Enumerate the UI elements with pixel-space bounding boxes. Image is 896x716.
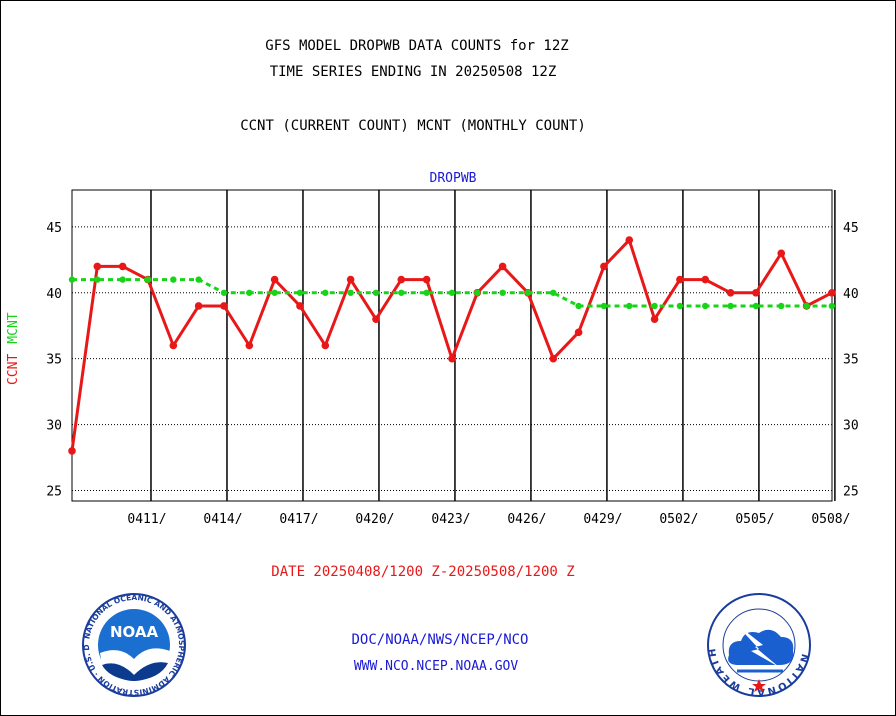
data-point-mcnt (550, 289, 557, 296)
data-point-mcnt (372, 289, 380, 296)
y-tick-label-right: 45 (843, 221, 859, 236)
x-tick-label: 0423/ (431, 512, 470, 527)
y-tick-label-right: 40 (843, 287, 859, 302)
data-point-mcnt (828, 302, 836, 310)
y-tick-label-left: 25 (46, 484, 62, 499)
svg-text:NOAA: NOAA (110, 623, 159, 641)
data-point-mcnt (752, 302, 760, 310)
x-tick-label: 0420/ (355, 512, 394, 527)
x-tick-label: 0429/ (583, 512, 622, 527)
data-point-ccnt (600, 262, 608, 271)
date-range-label: DATE 20250408/1200 Z-20250508/1200 Z (271, 564, 575, 580)
data-point-ccnt (296, 302, 304, 310)
chart-title-line2: TIME SERIES ENDING IN 20250508 12Z (269, 64, 557, 80)
footer-url[interactable]: WWW.NCO.NCEP.NOAA.GOV (353, 659, 519, 674)
plot-frame (71, 189, 833, 502)
data-point-ccnt (701, 275, 710, 284)
data-point-mcnt (170, 276, 177, 283)
data-point-mcnt (119, 276, 126, 283)
data-point-ccnt (549, 354, 558, 363)
x-tick-label: 0417/ (279, 512, 318, 527)
data-point-mcnt (778, 302, 785, 310)
data-point-mcnt (499, 289, 506, 296)
data-point-ccnt (372, 315, 380, 323)
data-point-mcnt (524, 289, 532, 296)
x-tick-label: 0426/ (507, 512, 546, 527)
data-point-ccnt (498, 262, 507, 271)
data-point-mcnt (651, 302, 658, 310)
data-point-mcnt (474, 289, 481, 296)
panel-label: DROPWB (429, 171, 477, 186)
data-point-ccnt (245, 341, 254, 350)
data-point-mcnt (626, 302, 633, 310)
data-point-ccnt (169, 341, 178, 350)
data-point-mcnt (322, 289, 329, 296)
data-point-ccnt (448, 354, 456, 363)
data-point-ccnt (422, 275, 431, 284)
x-tick-label: 0411/ (127, 512, 166, 527)
data-point-mcnt (296, 289, 304, 296)
data-point-mcnt (727, 302, 734, 310)
y-tick-label-left: 35 (46, 353, 62, 368)
noaa-logo-icon: NATIONAL OCEANIC AND ATMOSPHERIC ADMINIS… (80, 593, 186, 697)
data-point-ccnt (194, 302, 203, 310)
chart-title-line1: GFS MODEL DROPWB DATA COUNTS for 12Z (265, 38, 569, 54)
data-point-ccnt (726, 288, 735, 297)
data-point-mcnt (68, 276, 76, 283)
data-point-ccnt (752, 288, 760, 297)
data-point-mcnt (676, 302, 684, 310)
data-point-mcnt (423, 289, 430, 296)
data-point-mcnt (271, 289, 278, 296)
national-weather-service-logo-icon: NATIONAL WEATHER SERVICE (705, 593, 811, 697)
data-point-ccnt (397, 275, 406, 284)
data-point-ccnt (574, 328, 583, 337)
data-point-ccnt (676, 275, 684, 284)
x-tick-label: 0502/ (659, 512, 698, 527)
x-tick-label: 0508/ (811, 512, 850, 527)
data-point-ccnt (828, 288, 836, 297)
data-point-ccnt (650, 315, 659, 323)
data-point-ccnt (625, 236, 634, 244)
data-point-mcnt (220, 289, 228, 296)
y-tick-label-right: 25 (843, 484, 859, 499)
y-tick-label-right: 30 (843, 419, 859, 434)
data-point-mcnt (195, 276, 202, 283)
data-point-ccnt (270, 275, 279, 284)
data-point-mcnt (144, 276, 152, 283)
series-line-ccnt (70, 238, 833, 452)
data-point-mcnt (347, 289, 354, 296)
footer-org: DOC/NOAA/NWS/NCEP/NCO (351, 632, 529, 648)
data-point-ccnt (777, 249, 786, 258)
y-tick-label-left: 40 (46, 287, 62, 302)
data-point-ccnt (118, 262, 127, 271)
data-point-ccnt (346, 275, 355, 284)
data-point-mcnt (702, 302, 709, 310)
y-tick-label-right: 35 (843, 353, 859, 368)
chart-subtitle: CCNT (CURRENT COUNT) MCNT (MONTHLY COUNT… (240, 118, 586, 134)
data-point-mcnt (803, 302, 810, 310)
data-point-mcnt (94, 276, 101, 283)
data-point-ccnt (220, 302, 228, 310)
x-tick-label: 0414/ (203, 512, 242, 527)
data-point-ccnt (321, 341, 330, 350)
data-point-mcnt (448, 289, 456, 296)
data-point-ccnt (93, 262, 102, 271)
data-point-ccnt (68, 447, 76, 455)
data-point-mcnt (246, 289, 253, 296)
data-point-mcnt (398, 289, 405, 296)
x-tick-label: 0505/ (735, 512, 774, 527)
data-point-mcnt (600, 302, 608, 310)
data-point-mcnt (575, 302, 582, 310)
y-tick-label-left: 45 (46, 221, 62, 236)
y-tick-label-left: 30 (46, 419, 62, 434)
